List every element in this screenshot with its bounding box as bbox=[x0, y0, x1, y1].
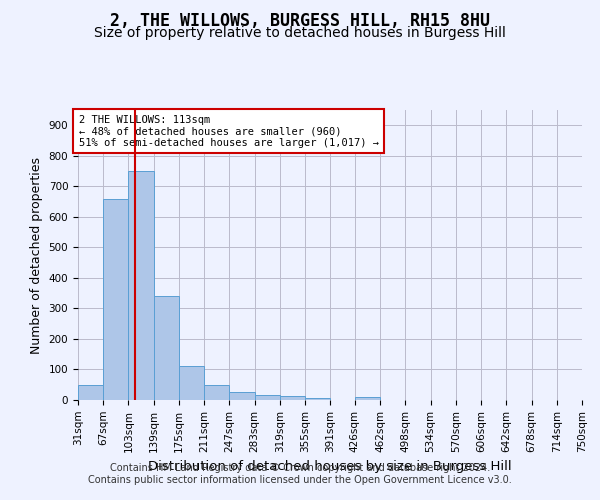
Bar bbox=[355, 397, 380, 400]
Bar bbox=[154, 296, 179, 400]
Bar bbox=[128, 171, 154, 400]
Bar bbox=[280, 396, 305, 400]
Bar bbox=[103, 198, 128, 400]
Bar bbox=[229, 392, 254, 400]
Bar bbox=[305, 398, 331, 400]
Y-axis label: Number of detached properties: Number of detached properties bbox=[30, 156, 43, 354]
Bar bbox=[254, 396, 280, 400]
Bar bbox=[179, 366, 204, 400]
Bar bbox=[78, 384, 103, 400]
Text: 2 THE WILLOWS: 113sqm
← 48% of detached houses are smaller (960)
51% of semi-det: 2 THE WILLOWS: 113sqm ← 48% of detached … bbox=[79, 114, 379, 148]
Bar bbox=[204, 384, 229, 400]
X-axis label: Distribution of detached houses by size in Burgess Hill: Distribution of detached houses by size … bbox=[148, 460, 512, 473]
Text: Size of property relative to detached houses in Burgess Hill: Size of property relative to detached ho… bbox=[94, 26, 506, 40]
Text: Contains HM Land Registry data © Crown copyright and database right 2024.
Contai: Contains HM Land Registry data © Crown c… bbox=[88, 464, 512, 485]
Text: 2, THE WILLOWS, BURGESS HILL, RH15 8HU: 2, THE WILLOWS, BURGESS HILL, RH15 8HU bbox=[110, 12, 490, 30]
